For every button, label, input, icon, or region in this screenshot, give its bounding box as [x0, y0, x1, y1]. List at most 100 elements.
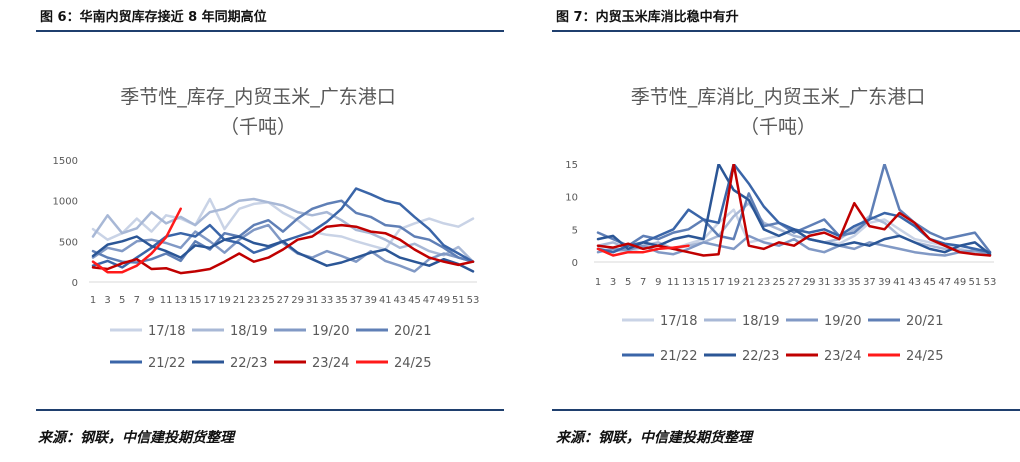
x-tick-label: 21 [233, 295, 246, 306]
x-tick-label: 13 [174, 295, 187, 306]
x-tick-label: 27 [277, 295, 290, 306]
series-line-22-23 [596, 164, 992, 256]
chart-title: 季节性_库存_内贸玉米_广东港口 [120, 86, 396, 108]
y-tick-label: 10 [565, 193, 578, 204]
x-tick-label: 1 [90, 295, 96, 306]
x-tick-label: 17 [204, 295, 217, 306]
legend-label: 23/24 [824, 349, 861, 364]
x-tick-label: 39 [364, 295, 377, 306]
x-tick-label: 15 [697, 277, 710, 288]
source-note: 来源：钢联，中信建投期货整理 [38, 430, 234, 446]
x-tick-label: 31 [818, 277, 831, 288]
x-tick-label: 41 [379, 295, 392, 306]
series-line-24-25 [596, 244, 690, 257]
x-tick-label: 43 [394, 295, 407, 306]
x-tick-label: 3 [104, 295, 110, 306]
legend-label: 19/20 [824, 314, 861, 329]
chart-subtitle: （千吨） [220, 116, 296, 138]
x-tick-label: 51 [452, 295, 465, 306]
right-panel: 图 7：内贸玉米库消比稳中有升 季节性_库消比_内贸玉米_广东港口 （千吨） 0 5 1… [510, 0, 1020, 462]
bottom-rule [36, 409, 504, 411]
series-line-20-21 [596, 164, 992, 254]
x-tick-label: 33 [833, 277, 846, 288]
y-tick-label: 1500 [53, 156, 78, 167]
x-tick-label: 7 [640, 277, 646, 288]
x-tick-label: 49 [437, 295, 450, 306]
x-tick-label: 25 [262, 295, 275, 306]
y-tick-label: 500 [59, 237, 78, 248]
x-tick-label: 35 [848, 277, 861, 288]
y-tick-label: 5 [572, 225, 578, 236]
chart-subtitle: （千吨） [740, 116, 816, 138]
x-tick-label: 43 [908, 277, 921, 288]
legend-label: 20/21 [906, 314, 943, 329]
y-tick-label: 15 [565, 160, 578, 171]
x-tick-label: 11 [667, 277, 680, 288]
legend-label: 19/20 [312, 324, 349, 339]
chart-title: 季节性_库消比_内贸玉米_广东港口 [631, 86, 926, 108]
series-line-20-21 [91, 199, 475, 264]
x-tick-label: 37 [350, 295, 363, 306]
y-tick-label: 0 [72, 278, 78, 289]
y-tick-label: 0 [572, 258, 578, 269]
legend-label: 24/25 [906, 349, 943, 364]
x-tick-label: 23 [757, 277, 770, 288]
series-line-19-20 [91, 223, 475, 273]
x-tick-label: 19 [218, 295, 231, 306]
legend-label: 22/23 [230, 356, 267, 371]
x-tick-label: 21 [742, 277, 755, 288]
x-tick-label: 17 [712, 277, 725, 288]
bottom-rule [552, 409, 1020, 411]
x-tick-label: 49 [953, 277, 966, 288]
x-tick-label: 13 [682, 277, 695, 288]
x-tick-label: 9 [655, 277, 661, 288]
legend-label: 18/19 [230, 324, 267, 339]
legend-label: 23/24 [312, 356, 349, 371]
legend-label: 21/22 [148, 356, 185, 371]
legend-label: 21/22 [660, 349, 697, 364]
x-tick-label: 19 [727, 277, 740, 288]
x-tick-label: 5 [625, 277, 631, 288]
series-lines [91, 187, 475, 275]
x-tick-label: 45 [923, 277, 936, 288]
x-tick-label: 1 [595, 277, 601, 288]
series-line-19-20 [596, 234, 992, 257]
x-tick-label: 41 [893, 277, 906, 288]
x-tick-label: 25 [773, 277, 786, 288]
x-tick-label: 27 [788, 277, 801, 288]
series-line-17-18 [91, 197, 475, 251]
x-tick-label: 39 [878, 277, 891, 288]
x-tick-label: 33 [320, 295, 333, 306]
x-tick-label: 47 [423, 295, 436, 306]
series-lines [596, 164, 992, 257]
series-line-23-24 [596, 164, 992, 257]
x-tick-label: 37 [863, 277, 876, 288]
legend-label: 18/19 [742, 314, 779, 329]
x-tick-label: 35 [335, 295, 348, 306]
figure-6-title: 图 6：华南内贸库存接近 8 年同期高位 [40, 10, 267, 25]
top-rule [36, 30, 504, 32]
series-line-23-24 [91, 223, 475, 275]
x-tick-label: 29 [803, 277, 816, 288]
x-tick-label: 53 [467, 295, 480, 306]
y-tick-label: 1000 [53, 197, 78, 208]
legend-label: 24/25 [394, 356, 431, 371]
x-tick-label: 45 [408, 295, 421, 306]
x-tick-label: 7 [134, 295, 140, 306]
x-tick-label: 9 [148, 295, 154, 306]
figure-7-title: 图 7：内贸玉米库消比稳中有升 [556, 10, 739, 25]
x-tick-label: 51 [969, 277, 982, 288]
x-tick-label: 5 [119, 295, 125, 306]
legend-label: 17/18 [660, 314, 697, 329]
x-tick-label: 53 [984, 277, 997, 288]
x-tick-label: 47 [938, 277, 951, 288]
left-panel: 图 6：华南内贸库存接近 8 年同期高位 季节性_库存_内贸玉米_广东港口 （千吨… [36, 10, 504, 446]
top-rule [552, 30, 1020, 32]
legend-label: 22/23 [742, 349, 779, 364]
source-note: 来源：钢联，中信建投期货整理 [556, 430, 752, 446]
x-tick-label: 31 [306, 295, 319, 306]
legend-label: 17/18 [148, 324, 185, 339]
legend-label: 20/21 [394, 324, 431, 339]
